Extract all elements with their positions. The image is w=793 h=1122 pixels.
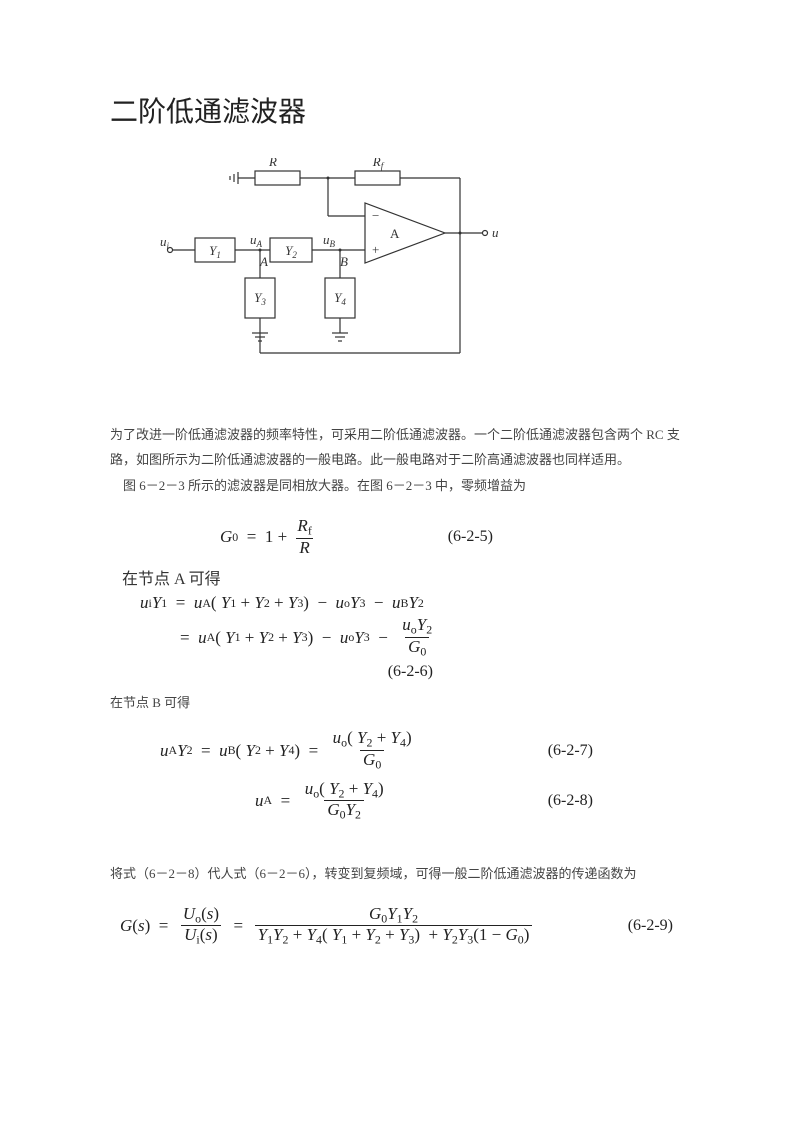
equation-6-2-9: G(s) = Uo(s) Ui(s) = G0Y1Y2 Y1Y2 + Y4( Y…	[110, 905, 693, 947]
svg-text:R: R	[268, 158, 277, 169]
svg-text:+: +	[372, 242, 379, 257]
svg-text:B: B	[340, 254, 348, 269]
svg-text:Y4: Y4	[334, 290, 346, 307]
paragraph-4: 将式（6－2－8）代人式（6－2－6），转变到复频域，可得一般二阶低通滤波器的传…	[110, 862, 693, 887]
circuit-diagram: R Rf A − + u ui Y1 uA A	[160, 158, 500, 368]
equation-number: (6-2-6)	[140, 663, 693, 681]
equation-number: (6-2-7)	[548, 742, 693, 760]
equation-6-2-5: G0 = 1 + Rf R (6-2-5)	[110, 517, 693, 557]
page-title: 二阶低通滤波器	[110, 90, 693, 130]
paragraph-2: 图 6－2－3 所示的滤波器是同相放大器。在图 6－2－3 中，零频增益为	[110, 474, 693, 499]
equation-number: (6-2-5)	[448, 528, 693, 546]
node-a-label: 在节点 A 可得	[122, 565, 693, 589]
equation-number: (6-2-9)	[628, 917, 693, 935]
paragraph-1: 为了改进一阶低通滤波器的频率特性，可采用二阶低通滤波器。一个二阶低通滤波器包含两…	[110, 423, 693, 472]
svg-text:−: −	[372, 208, 379, 223]
svg-text:A: A	[390, 226, 400, 241]
equation-6-2-7-8: uAY2 = uB( Y2 + Y4) = uo( Y2 + Y4) G0 (6…	[110, 729, 693, 822]
svg-text:ui: ui	[160, 234, 170, 251]
paragraph-3: 在节点 B 可得	[110, 691, 693, 716]
svg-text:uB: uB	[323, 232, 336, 249]
equation-6-2-6: uiY1 = uA( Y1 + Y2 + Y3) − uoY3 − uBY2 =…	[140, 593, 693, 680]
svg-text:uA: uA	[250, 232, 263, 249]
equation-number: (6-2-8)	[548, 792, 693, 810]
svg-text:u: u	[492, 225, 499, 240]
svg-text:Y3: Y3	[254, 290, 266, 307]
svg-text:Y1: Y1	[209, 243, 221, 260]
svg-text:Rf: Rf	[372, 158, 385, 171]
svg-text:Y2: Y2	[285, 243, 297, 260]
